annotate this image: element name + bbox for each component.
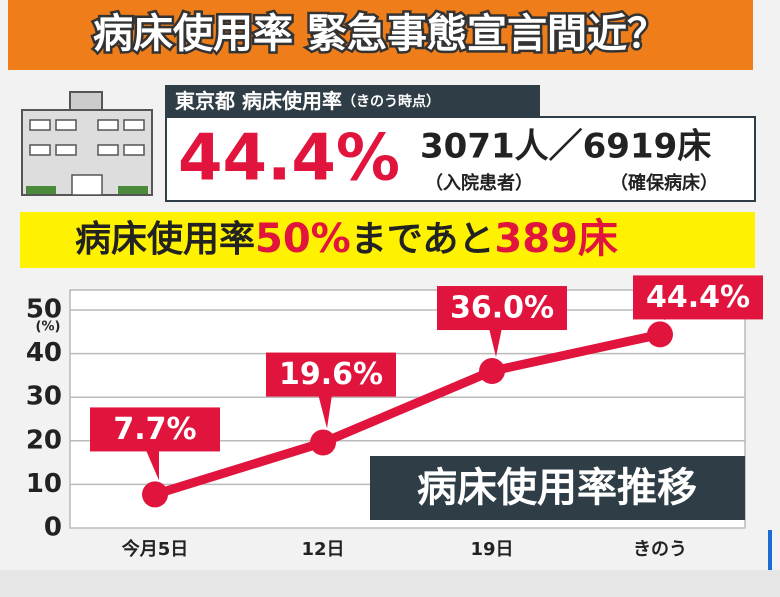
headline-part: 389床 <box>494 216 618 262</box>
x-tick-label: 12日 <box>301 539 344 560</box>
title: 病床使用率 緊急事態宣言間近？ <box>93 11 667 57</box>
callout-box <box>266 352 396 397</box>
callout-box <box>437 286 567 331</box>
headline: 病床使用率50%まであと389床 <box>75 216 618 262</box>
y-tick-label: 20 <box>26 425 62 455</box>
point <box>479 358 505 385</box>
x-tick-label: 19日 <box>470 539 513 560</box>
edge-accent <box>768 530 772 570</box>
annotation-box <box>370 456 745 520</box>
y-tick-label: 30 <box>26 382 62 412</box>
x-tick-label: きのう <box>633 539 687 560</box>
label-box <box>165 85 540 117</box>
x-tick-label: 今月5日 <box>122 538 189 560</box>
value-label: 36.0% <box>450 291 554 326</box>
callout-box <box>633 275 763 320</box>
footer-strip <box>0 570 780 597</box>
headline-band <box>20 212 755 268</box>
headline-part: 病床使用率 <box>75 219 255 260</box>
y-unit: (%) <box>36 320 61 335</box>
y-tick-label: 0 <box>44 513 62 543</box>
value-label: 44.4% <box>646 280 750 315</box>
y-tick-label: 10 <box>26 469 62 499</box>
line <box>153 330 661 499</box>
headline-part: 50% <box>255 216 351 262</box>
callout-box <box>90 407 220 452</box>
summary-box <box>165 116 756 202</box>
title-bar <box>8 0 753 70</box>
patients-note: （入院患者） <box>425 172 533 194</box>
annotation: 病床使用率推移 <box>417 465 697 511</box>
summary-label: 東京都 病床使用率（きのう時点） <box>175 89 440 113</box>
rate: 44.4% <box>178 122 400 196</box>
value-label: 19.6% <box>279 357 383 392</box>
y-tick-label: 40 <box>26 338 62 368</box>
point <box>310 429 336 456</box>
building-icon <box>21 91 153 196</box>
summary-label-main: 東京都 病床使用率 <box>175 89 342 113</box>
y-tick-label: 50 <box>26 295 62 325</box>
chart: 0 10 20 30 40 50(%) 今月5日 12日 19日 きのう 病床使用率推移 7.7% 19… <box>26 275 763 560</box>
beds-note: （確保病床） <box>610 172 718 194</box>
point <box>142 481 168 508</box>
value-label: 7.7% <box>113 412 196 447</box>
summary-label-note: （きのう時点） <box>342 93 440 110</box>
headline-part: まであと <box>351 219 495 260</box>
point <box>647 321 673 348</box>
ratio: 3071人／6919床 <box>420 127 711 167</box>
